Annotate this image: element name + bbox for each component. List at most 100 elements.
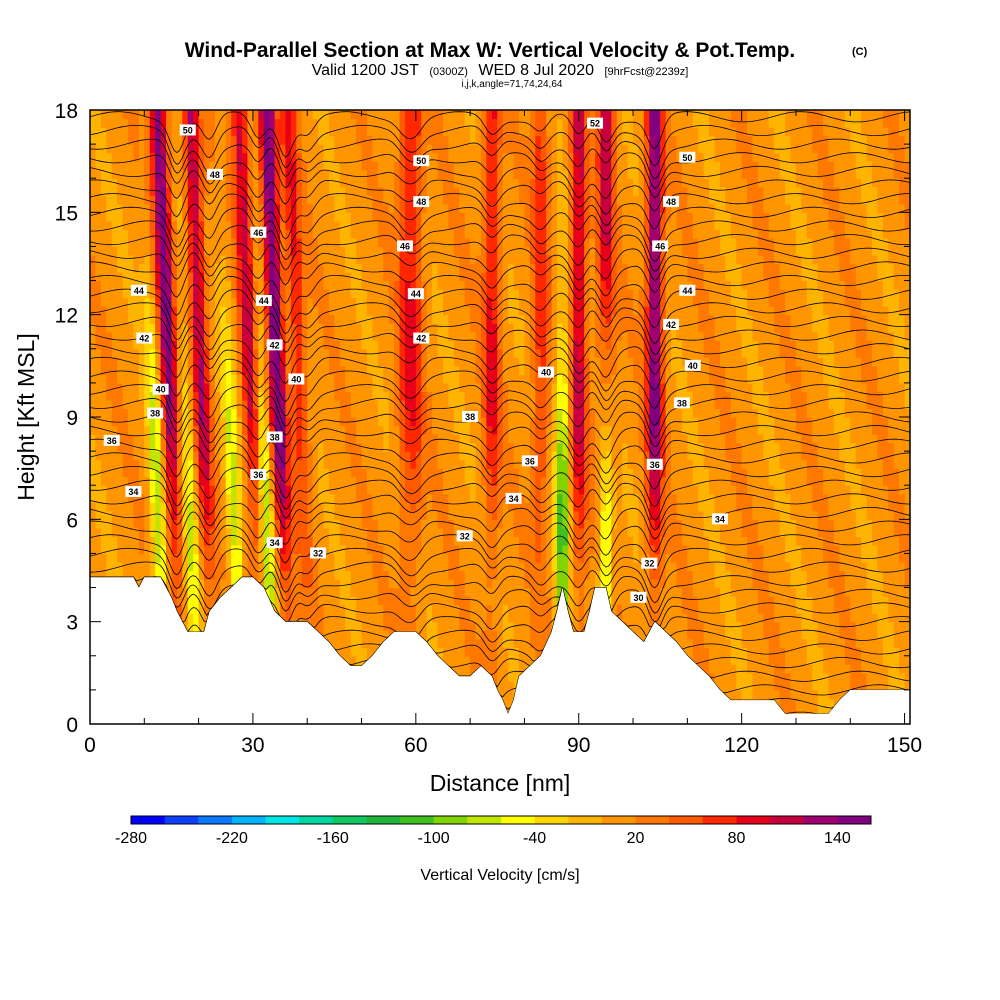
velocity-cell <box>432 391 439 401</box>
velocity-cell <box>280 254 287 265</box>
velocity-cell <box>242 382 249 393</box>
velocity-cell <box>274 289 281 299</box>
velocity-cell <box>182 263 189 273</box>
velocity-cell <box>225 374 232 384</box>
velocity-cell <box>138 527 145 537</box>
velocity-cell <box>209 493 216 503</box>
velocity-cell <box>95 169 102 179</box>
velocity-cell <box>339 289 346 299</box>
velocity-cell <box>171 399 178 410</box>
velocity-cell <box>231 365 238 375</box>
velocity-cell <box>361 630 368 640</box>
velocity-cell <box>301 459 308 469</box>
velocity-cell <box>225 127 232 137</box>
velocity-cell <box>182 604 189 614</box>
velocity-cell <box>453 391 460 401</box>
velocity-cell <box>247 357 254 367</box>
velocity-cell <box>399 434 406 444</box>
velocity-cell <box>204 536 211 546</box>
velocity-cell <box>312 425 319 435</box>
velocity-cell <box>318 399 325 410</box>
velocity-cell <box>90 519 97 529</box>
velocity-cell <box>204 579 211 589</box>
velocity-cell <box>448 289 455 299</box>
velocity-cell <box>95 417 102 427</box>
velocity-cell <box>404 254 411 265</box>
velocity-cell <box>128 263 135 273</box>
velocity-cell <box>334 110 341 120</box>
velocity-cell <box>307 178 314 188</box>
velocity-cell <box>128 314 135 324</box>
velocity-cell <box>160 485 167 495</box>
velocity-cell <box>442 135 450 145</box>
velocity-cell <box>95 254 102 265</box>
velocity-cell <box>155 306 162 316</box>
velocity-cell <box>269 365 276 375</box>
velocity-cell <box>155 263 162 273</box>
velocity-cell <box>394 553 401 563</box>
velocity-cell <box>323 510 330 520</box>
velocity-cell <box>448 254 455 265</box>
velocity-cell <box>307 152 314 162</box>
velocity-cell <box>204 374 211 384</box>
velocity-cell <box>122 459 129 469</box>
velocity-cell <box>361 229 368 239</box>
velocity-cell <box>377 135 384 145</box>
velocity-cell <box>247 254 254 265</box>
velocity-cell <box>204 263 211 273</box>
velocity-cell <box>214 417 221 427</box>
velocity-cell <box>138 502 145 512</box>
velocity-cell <box>350 161 357 171</box>
velocity-cell <box>171 289 178 299</box>
velocity-cell <box>236 289 243 299</box>
velocity-cell <box>442 331 450 341</box>
velocity-cell <box>106 536 113 546</box>
velocity-cell <box>394 186 401 196</box>
velocity-cell <box>404 493 411 503</box>
velocity-cell <box>410 587 417 597</box>
velocity-cell <box>220 195 227 205</box>
velocity-cell <box>252 135 259 145</box>
velocity-cell <box>459 237 466 248</box>
velocity-cell <box>133 144 140 154</box>
velocity-cell <box>361 468 368 478</box>
velocity-cell <box>258 169 265 179</box>
velocity-cell <box>280 442 287 452</box>
velocity-cell <box>301 152 308 162</box>
velocity-cell <box>356 519 363 529</box>
velocity-cell <box>225 485 232 495</box>
velocity-cell <box>95 306 102 316</box>
velocity-cell <box>350 391 357 401</box>
velocity-cell <box>155 144 162 154</box>
velocity-cell <box>285 246 292 256</box>
velocity-cell <box>155 169 162 179</box>
velocity-cell <box>263 280 270 290</box>
velocity-cell <box>274 127 281 137</box>
velocity-cell <box>160 280 167 290</box>
velocity-cell <box>122 374 129 384</box>
velocity-cell <box>204 476 211 486</box>
velocity-cell <box>209 579 216 589</box>
velocity-cell <box>100 186 107 196</box>
velocity-cell <box>437 425 444 435</box>
velocity-cell <box>301 536 308 546</box>
velocity-cell <box>410 135 417 145</box>
velocity-cell <box>421 527 428 537</box>
velocity-cell <box>437 135 444 145</box>
velocity-cell <box>377 604 384 614</box>
velocity-cell <box>339 186 346 196</box>
velocity-cell <box>220 493 227 503</box>
velocity-cell <box>155 178 162 188</box>
velocity-cell <box>426 638 433 648</box>
velocity-cell <box>274 144 281 154</box>
velocity-cell <box>361 289 368 299</box>
velocity-cell <box>133 553 140 563</box>
velocity-cell <box>356 110 363 120</box>
velocity-cell <box>356 169 363 179</box>
velocity-cell <box>318 195 325 205</box>
velocity-cell <box>95 442 102 452</box>
velocity-cell <box>133 468 140 478</box>
velocity-cell <box>312 434 319 444</box>
velocity-cell <box>280 135 287 145</box>
velocity-cell <box>122 382 129 393</box>
